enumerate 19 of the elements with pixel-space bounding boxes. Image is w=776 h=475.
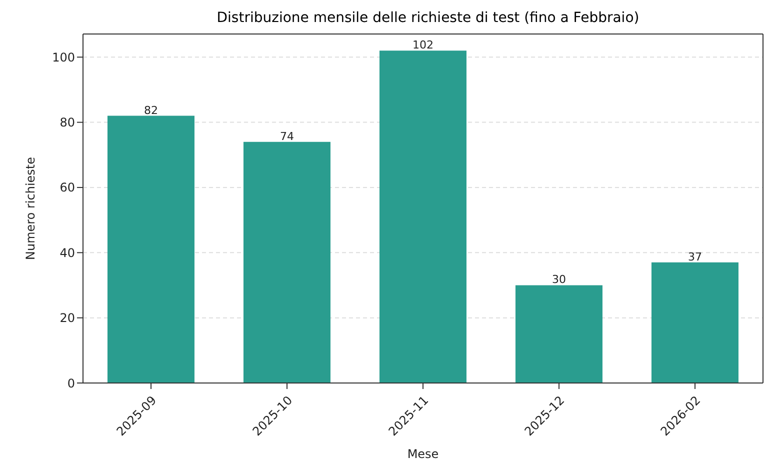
bar [515, 285, 602, 383]
data-label: 82 [144, 104, 158, 117]
bar [107, 116, 194, 383]
bar [379, 50, 466, 383]
chart-title: Distribuzione mensile delle richieste di test (fino a Febbraio) [216, 10, 640, 26]
data-label: 30 [552, 273, 566, 286]
y-tick-label: 0 [67, 376, 75, 390]
bar [651, 262, 738, 383]
y-tick-label: 80 [60, 116, 75, 130]
y-tick-label: 60 [60, 180, 75, 195]
y-tick-label: 20 [60, 311, 75, 326]
bar [243, 142, 330, 383]
data-label: 102 [412, 38, 434, 52]
y-tick-label: 100 [52, 50, 75, 64]
x-axis-title: Mese [407, 447, 439, 461]
data-label: 74 [280, 130, 294, 143]
y-tick-label: 40 [60, 246, 75, 260]
y-axis-title: Numero richieste [23, 156, 38, 260]
data-label: 37 [688, 250, 702, 264]
